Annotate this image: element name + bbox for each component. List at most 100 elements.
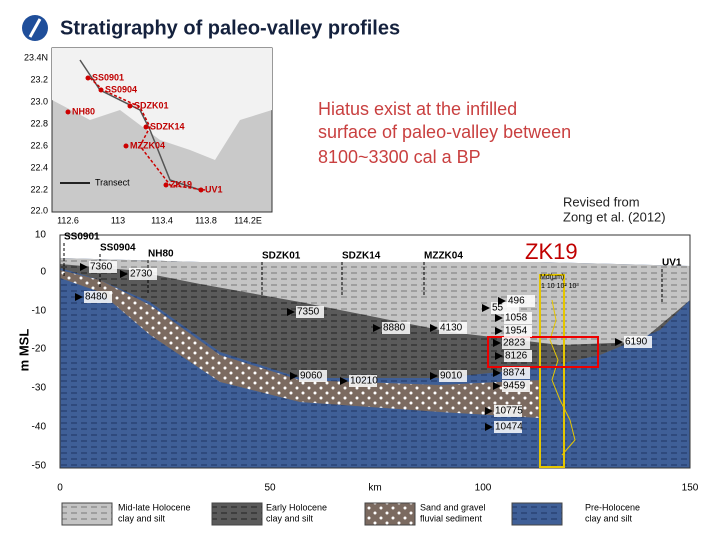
- age-label: 9459: [503, 381, 526, 392]
- age-arrow: [340, 377, 348, 385]
- age-label: 6190: [625, 337, 648, 348]
- x-axis-label: 100: [475, 483, 492, 494]
- note-line: Hiatus exist at the infilled: [318, 99, 517, 119]
- age-label: 1058: [505, 313, 528, 324]
- map-lon-label: 113: [111, 215, 125, 225]
- highlight-label: ZK19: [525, 239, 578, 264]
- age-label-bg: [89, 261, 117, 273]
- legend-swatch: [364, 502, 416, 526]
- age-label: 10210: [350, 376, 378, 387]
- map-lat-label: 22.0: [30, 205, 48, 215]
- age-arrow: [615, 338, 623, 346]
- map-lon-label: 113.4: [151, 215, 173, 225]
- inset-title: Md(μm): [540, 274, 564, 281]
- age-label-bg: [507, 295, 535, 307]
- map-lat-label: 22.4: [30, 162, 48, 172]
- zk19-grain-curve: [549, 299, 576, 456]
- map-lat-label: 23.2: [30, 74, 48, 84]
- age-label-bg: [299, 370, 327, 382]
- map-site-label: ZK19: [170, 179, 192, 189]
- age-arrow: [498, 297, 506, 305]
- map-site-label: NH80: [72, 106, 95, 116]
- age-label-bg: [84, 291, 112, 303]
- map-site-label: SS0901: [92, 72, 124, 82]
- age-label-bg: [349, 375, 377, 387]
- section-site-label: SDZK01: [262, 251, 301, 262]
- age-label-bg: [129, 268, 157, 280]
- age-label-bg: [439, 370, 467, 382]
- y-axis-label: -30: [32, 383, 47, 394]
- map-lat-label: 23.0: [30, 96, 48, 106]
- age-label: 10775: [495, 406, 523, 417]
- legend-swatch: [511, 502, 563, 526]
- legend-label: clay and silt: [266, 513, 314, 523]
- legend-label: Early Holocene: [266, 502, 327, 512]
- legend-swatch: [211, 502, 263, 526]
- age-arrow: [495, 327, 503, 335]
- age-arrow: [290, 372, 298, 380]
- age-label: 4130: [440, 323, 463, 334]
- age-label: 7350: [297, 307, 320, 318]
- age-label: 10474: [495, 422, 523, 433]
- legend-label: Pre-Holocene: [585, 502, 640, 512]
- map-site-dot: [85, 75, 91, 81]
- age-label: 8880: [383, 323, 406, 334]
- map-lat-label: 22.8: [30, 118, 48, 128]
- age-label: 9010: [440, 371, 463, 382]
- section-site-label: SS0904: [100, 243, 136, 254]
- age-label-bg: [504, 312, 532, 324]
- age-label: 2730: [130, 269, 153, 280]
- age-label-bg: [494, 405, 522, 417]
- map-lat-label: 22.2: [30, 184, 48, 194]
- map-lon-label: 114.2E: [234, 215, 262, 225]
- age-arrow: [493, 382, 501, 390]
- hiatus-box: [487, 336, 599, 368]
- map-river: [79, 59, 201, 191]
- age-arrow: [495, 352, 503, 360]
- x-axis-label: 50: [264, 483, 276, 494]
- age-label-bg: [502, 337, 530, 349]
- age-arrow: [493, 339, 501, 347]
- legend-label: Sand and gravel: [420, 502, 486, 512]
- section-frame: [59, 234, 691, 469]
- credit-line: Revised from: [563, 194, 640, 209]
- map-land: [52, 48, 272, 160]
- zk19-column: [539, 274, 565, 468]
- note-line: 8100~3300 cal a BP: [318, 147, 481, 167]
- y-axis-label: -50: [32, 461, 47, 472]
- legend-swatch: [61, 502, 113, 526]
- map-site-label: UV1: [205, 184, 223, 194]
- map-lon-label: 113.8: [195, 215, 217, 225]
- age-label: 8480: [85, 292, 108, 303]
- section-site-label: SDZK14: [342, 251, 381, 262]
- age-label-bg: [502, 367, 530, 379]
- map-lat-label: 23.4N: [24, 52, 48, 62]
- age-label-bg: [494, 421, 522, 433]
- sand-gravel-layer: [60, 270, 540, 418]
- age-arrow: [430, 324, 438, 332]
- age-label-bg: [504, 350, 532, 362]
- map-site-label: SS0904: [105, 84, 137, 94]
- map-lat-label: 22.6: [30, 140, 48, 150]
- map-site-dot: [143, 124, 149, 130]
- age-label: 8126: [505, 351, 528, 362]
- map-site-label: SDZK14: [150, 121, 185, 131]
- title: Stratigraphy of paleo-valley profiles: [60, 17, 400, 39]
- age-arrow: [430, 372, 438, 380]
- age-arrow: [493, 369, 501, 377]
- age-label-bg: [382, 322, 410, 334]
- x-axis-label: 0: [57, 483, 63, 494]
- logo-mark: [28, 18, 42, 38]
- map-site-dot: [127, 103, 133, 109]
- y-axis-label: -10: [32, 306, 47, 317]
- age-arrow: [373, 324, 381, 332]
- section-site-label: UV1: [662, 258, 682, 269]
- map-site-label: SDZK01: [134, 100, 169, 110]
- age-label-bg: [502, 380, 530, 392]
- inset-scale: 1 10 10² 10³: [541, 283, 579, 290]
- age-arrow: [75, 293, 83, 301]
- age-label: 1954: [505, 326, 528, 337]
- y-axis-label: 0: [40, 267, 46, 278]
- x-axis-label: 150: [682, 483, 699, 494]
- age-arrow: [485, 423, 493, 431]
